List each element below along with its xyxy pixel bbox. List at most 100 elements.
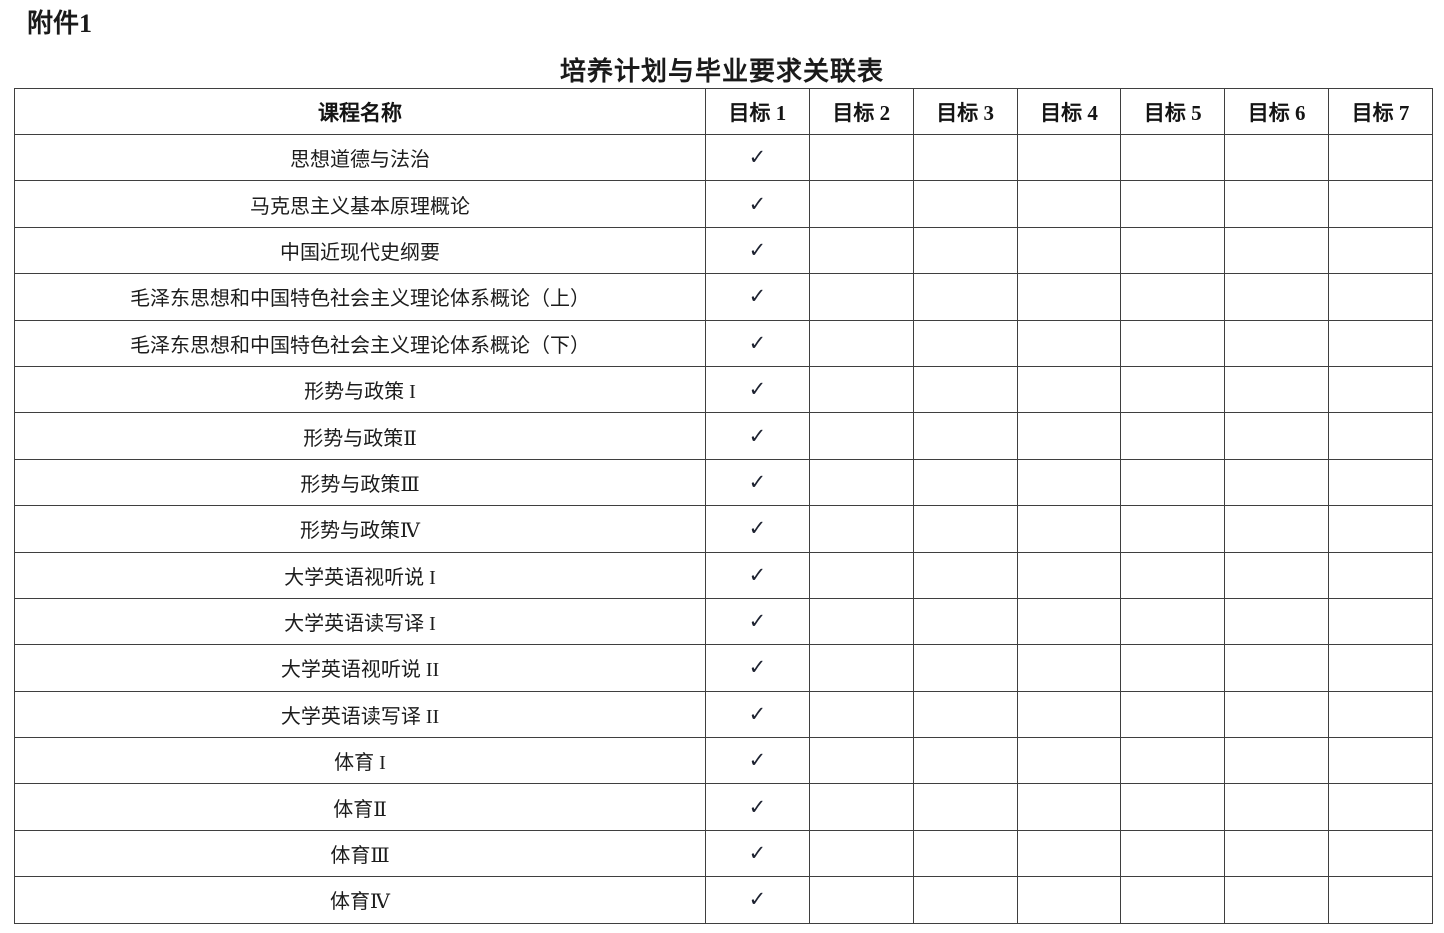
table-row: 体育Ⅲ ✓ [14, 829, 1433, 878]
correlation-table: 课程名称 目标 1 目标 2 目标 3 目标 4 目标 5 目标 6 目标 7 思想道德与法… [14, 88, 1433, 924]
checkmark-icon: ✓ [705, 737, 810, 785]
goal-empty-cell [1328, 365, 1433, 414]
table-row: 毛泽东思想和中国特色社会主义理论体系概论（下） ✓ [14, 319, 1433, 367]
goal-empty-cell [912, 876, 1018, 924]
goal-empty-cell [912, 829, 1018, 878]
goal-empty-cell [1120, 505, 1226, 553]
page-title: 培养计划与毕业要求关联表 [559, 57, 884, 86]
checkmark-icon: ✓ [705, 783, 810, 831]
goal-empty-cell [1224, 133, 1330, 182]
goal-empty-cell [1016, 597, 1122, 646]
goal-empty-cell [808, 551, 914, 599]
checkmark-icon: ✓ [705, 273, 810, 321]
goal-empty-cell [912, 133, 1018, 182]
goal-empty-cell [808, 319, 914, 367]
goal-empty-cell [808, 690, 914, 739]
goal-empty-cell [1328, 505, 1433, 553]
table-row: 大学英语视听说 II ✓ [14, 644, 1433, 692]
table-row: 大学英语读写译 II ✓ [14, 690, 1433, 739]
goal-empty-cell [1016, 551, 1122, 599]
goal-empty-cell [808, 505, 914, 553]
table-row: 体育 I ✓ [14, 737, 1433, 785]
course-name-cell: 毛泽东思想和中国特色社会主义理论体系概论（下） [14, 319, 706, 367]
table-row: 形势与政策Ⅳ ✓ [14, 505, 1433, 553]
checkmark-icon: ✓ [705, 458, 810, 507]
goal-empty-cell [1016, 319, 1122, 367]
checkmark-icon: ✓ [705, 365, 810, 414]
goal-empty-cell [808, 133, 914, 182]
goal-empty-cell [1120, 690, 1226, 739]
course-name-cell: 大学英语视听说 I [14, 551, 706, 599]
goal-empty-cell [808, 273, 914, 321]
checkmark-icon: ✓ [705, 133, 810, 182]
goal-empty-cell [1328, 644, 1433, 692]
goal-empty-cell [1224, 273, 1330, 321]
goal-empty-cell [1224, 876, 1330, 924]
goal-empty-cell [1120, 226, 1226, 275]
goal-empty-cell [912, 597, 1018, 646]
goal-empty-cell [1224, 783, 1330, 831]
goal-empty-cell [808, 829, 914, 878]
goal-empty-cell [1328, 690, 1433, 739]
goal-empty-cell [912, 737, 1018, 785]
goal-empty-cell [1224, 829, 1330, 878]
table-row: 大学英语视听说 I ✓ [14, 551, 1433, 599]
goal-empty-cell [912, 412, 1018, 460]
course-name-cell: 大学英语读写译 II [14, 690, 706, 739]
goal-empty-cell [1224, 597, 1330, 646]
goal-empty-cell [1328, 133, 1433, 182]
goal-empty-cell [912, 783, 1018, 831]
goal-empty-cell [1016, 737, 1122, 785]
goal-empty-cell [1016, 226, 1122, 275]
course-name-cell: 形势与政策 I [14, 365, 706, 414]
course-name-cell: 中国近现代史纲要 [14, 226, 706, 275]
goal-empty-cell [808, 783, 914, 831]
goal-header-2: 目标 2 [808, 88, 914, 135]
course-name-cell: 大学英语读写译 I [14, 597, 706, 646]
goal-empty-cell [1328, 597, 1433, 646]
course-name-cell: 大学英语视听说 II [14, 644, 706, 692]
checkmark-icon: ✓ [705, 597, 810, 646]
goal-empty-cell [1016, 133, 1122, 182]
table-row: 形势与政策 I ✓ [14, 365, 1433, 414]
goal-empty-cell [1224, 505, 1330, 553]
goal-empty-cell [1120, 273, 1226, 321]
checkmark-icon: ✓ [705, 829, 810, 878]
checkmark-icon: ✓ [705, 644, 810, 692]
goal-empty-cell [1224, 644, 1330, 692]
checkmark-icon: ✓ [705, 690, 810, 739]
goal-empty-cell [1224, 365, 1330, 414]
goal-empty-cell [1120, 597, 1226, 646]
goal-empty-cell [1328, 737, 1433, 785]
course-name-cell: 体育Ⅳ [14, 876, 706, 924]
checkmark-icon: ✓ [705, 226, 810, 275]
goal-empty-cell [1016, 783, 1122, 831]
goal-empty-cell [912, 273, 1018, 321]
course-name-cell: 毛泽东思想和中国特色社会主义理论体系概论（上） [14, 273, 706, 321]
goal-empty-cell [1328, 829, 1433, 878]
goal-empty-cell [1120, 319, 1226, 367]
table-head: 课程名称 目标 1 目标 2 目标 3 目标 4 目标 5 目标 6 目标 7 [14, 88, 1433, 135]
table-row: 体育Ⅳ ✓ [14, 876, 1433, 924]
goal-empty-cell [1328, 319, 1433, 367]
goal-empty-cell [1016, 180, 1122, 228]
goal-empty-cell [1016, 412, 1122, 460]
course-name-cell: 体育Ⅲ [14, 829, 706, 878]
goal-empty-cell [1328, 876, 1433, 924]
goal-empty-cell [1328, 783, 1433, 831]
table-row: 形势与政策Ⅲ ✓ [14, 458, 1433, 507]
goal-empty-cell [1016, 690, 1122, 739]
goal-empty-cell [912, 551, 1018, 599]
course-name-cell: 思想道德与法治 [14, 133, 706, 182]
goal-empty-cell [808, 458, 914, 507]
goal-empty-cell [1224, 319, 1330, 367]
course-name-cell: 形势与政策Ⅱ [14, 412, 706, 460]
goal-empty-cell [1120, 551, 1226, 599]
goal-header-3: 目标 3 [912, 88, 1018, 135]
goal-empty-cell [1224, 412, 1330, 460]
goal-empty-cell [1120, 876, 1226, 924]
goal-empty-cell [1328, 180, 1433, 228]
goal-empty-cell [1016, 365, 1122, 414]
goal-header-4: 目标 4 [1016, 88, 1122, 135]
goal-empty-cell [1120, 644, 1226, 692]
